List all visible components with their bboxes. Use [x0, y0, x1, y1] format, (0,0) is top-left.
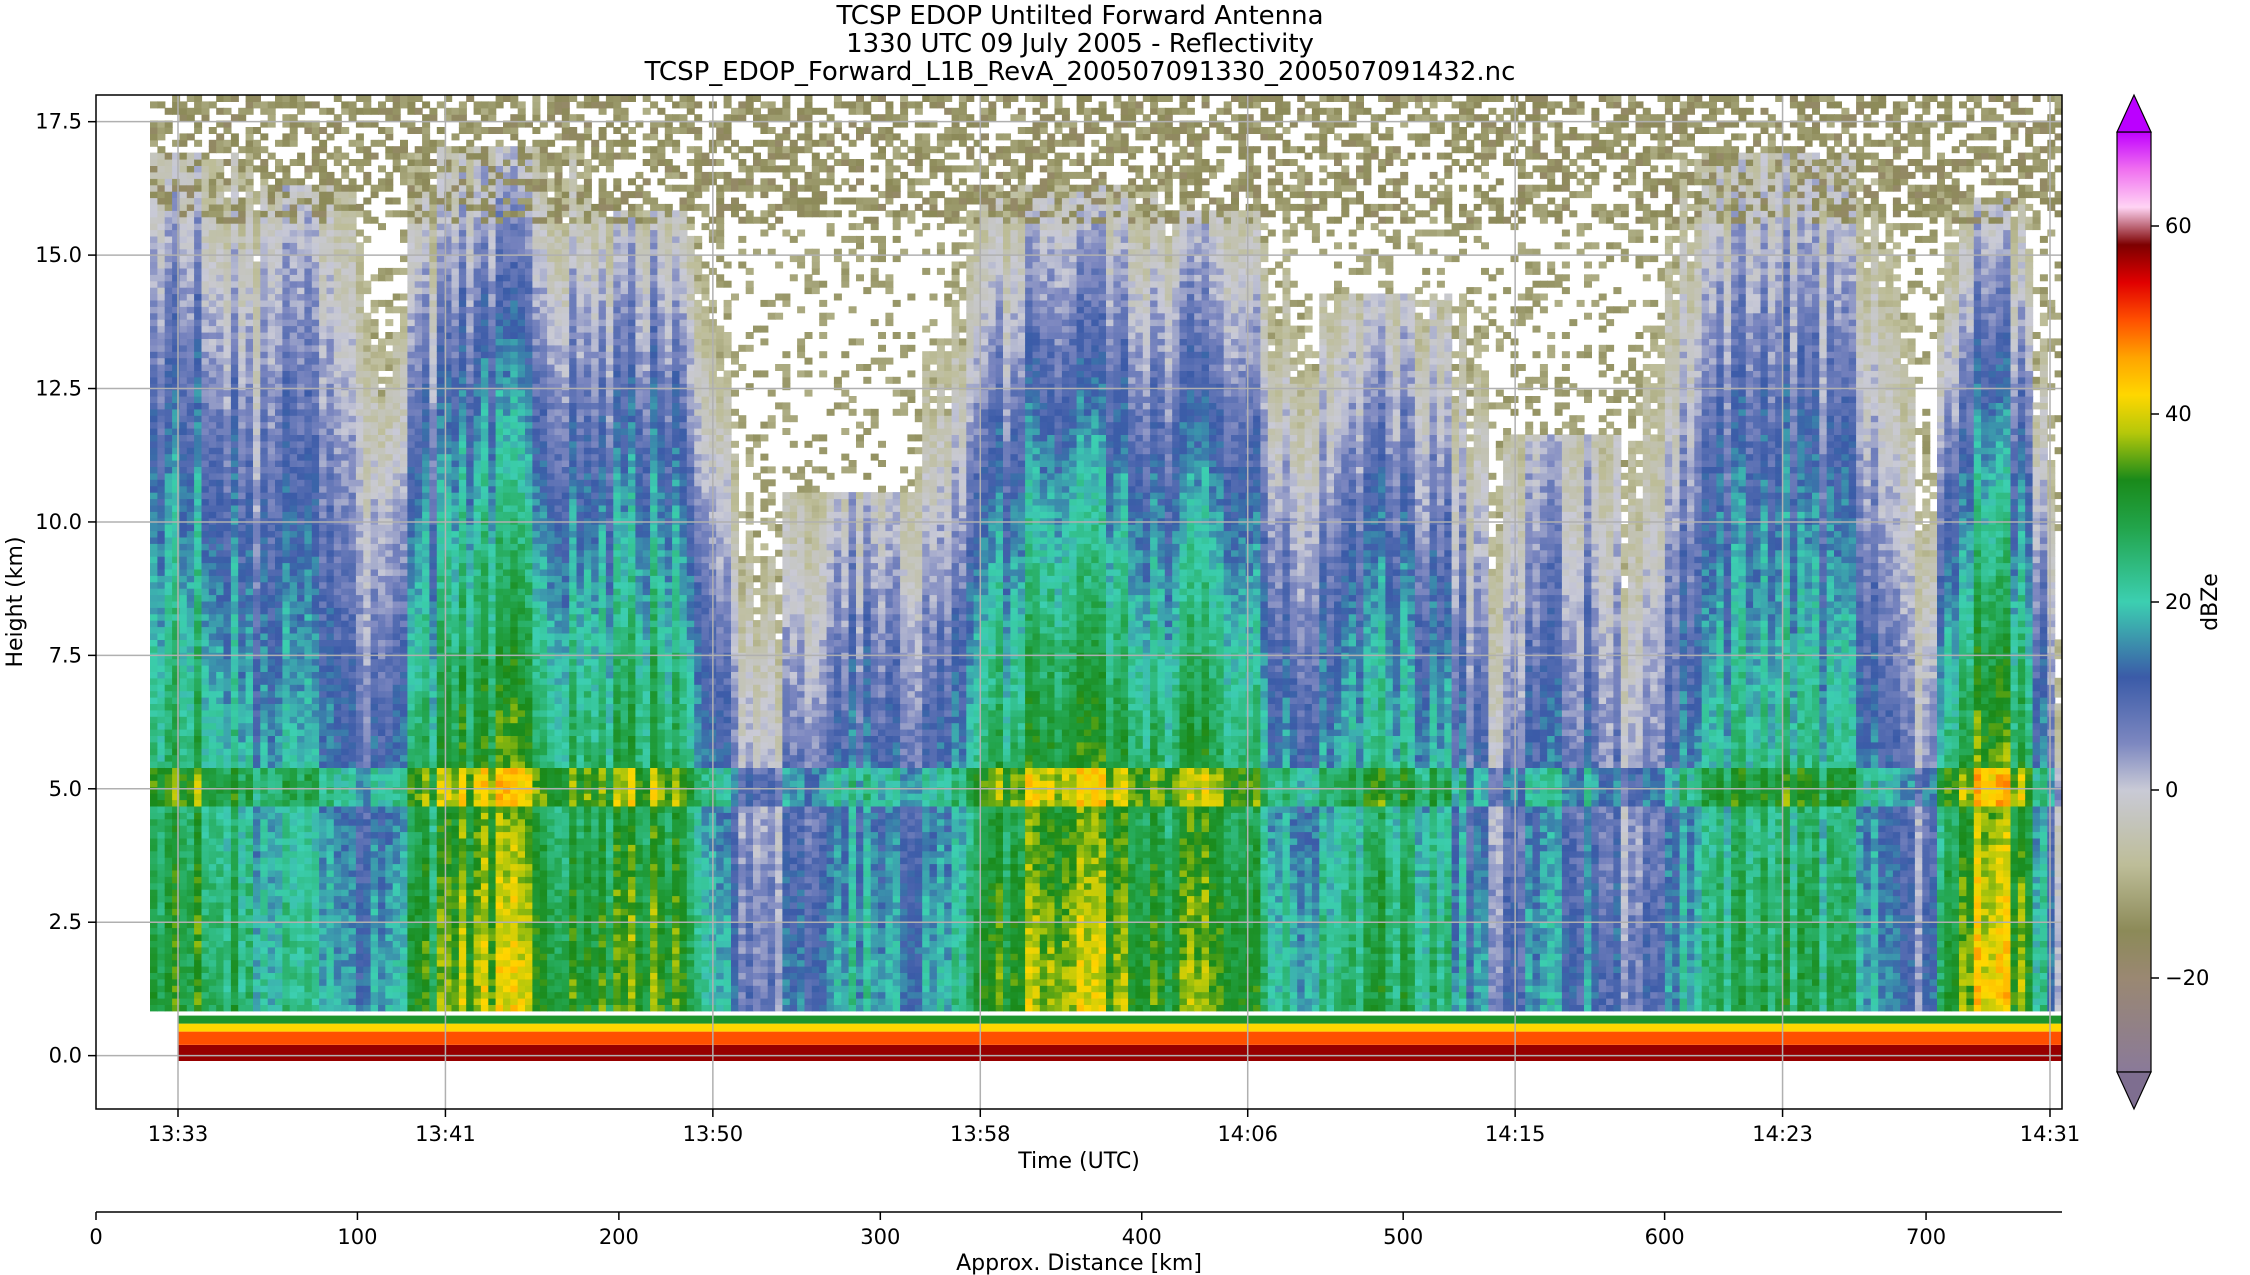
x-tick-label: 13:50 — [683, 1122, 744, 1146]
colorbar-tick-label: 20 — [2165, 590, 2192, 614]
distance-tick-label: 400 — [1122, 1225, 1162, 1249]
y-tick-label: 0.0 — [49, 1044, 82, 1068]
colorbar-tick-label: 60 — [2165, 214, 2192, 238]
reflectivity-heatmap — [150, 95, 2062, 1061]
grid-lines — [96, 95, 2062, 1109]
x-tick-label: 13:33 — [148, 1122, 209, 1146]
chart-title: TCSP EDOP Untilted Forward Antenna — [0, 2, 2160, 30]
y-axis-label: Height (km) — [3, 536, 28, 667]
x-tick-label: 14:23 — [1752, 1122, 1813, 1146]
y-tick-label: 15.0 — [35, 243, 82, 267]
colorbar-gradient — [2116, 131, 2152, 1073]
distance-tick-label: 200 — [599, 1225, 639, 1249]
y-tick-label: 5.0 — [49, 777, 82, 801]
distance-tick-label: 500 — [1383, 1225, 1423, 1249]
x-tick-label: 14:31 — [2020, 1122, 2081, 1146]
distance-axis-ticks: 0 100 200 300 400 500 600 700 — [89, 1212, 1946, 1249]
chart-filename: TCSP_EDOP_Forward_L1B_RevA_200507091330_… — [0, 58, 2160, 86]
distance-tick-label: 600 — [1645, 1225, 1685, 1249]
distance-tick-label: 700 — [1906, 1225, 1946, 1249]
distance-tick-label: 0 — [89, 1225, 102, 1249]
x-tick-label: 14:06 — [1217, 1122, 1278, 1146]
x-axis-label: Time (UTC) — [1017, 1149, 1140, 1174]
colorbar-label: dBZe — [2198, 573, 2223, 631]
colorbar-extend-low — [2116, 1071, 2152, 1111]
colorbar-tick-label: 40 — [2165, 402, 2192, 426]
distance-axis-label: Approx. Distance [km] — [956, 1251, 1202, 1275]
distance-tick-label: 300 — [860, 1225, 900, 1249]
y-tick-label: 17.5 — [35, 110, 82, 134]
plot-frame — [95, 94, 2063, 1110]
y-tick-label: 7.5 — [49, 643, 82, 667]
colorbar-extend-high — [2116, 93, 2152, 133]
y-tick-label: 10.0 — [35, 510, 82, 534]
x-tick-label: 13:41 — [415, 1122, 476, 1146]
x-axis-ticks: 13:33 13:41 13:50 13:58 14:06 14:15 14:23 14:31 — [148, 1109, 2081, 1146]
x-tick-label: 13:58 — [950, 1122, 1011, 1146]
colorbar: 60 40 20 0 −20 — [2116, 93, 2209, 1111]
distance-tick-label: 100 — [337, 1225, 377, 1249]
y-axis-ticks: 0.0 2.5 5.0 7.5 10.0 12.5 15.0 17.5 — [35, 110, 96, 1068]
y-tick-label: 12.5 — [35, 377, 82, 401]
colorbar-tick-label: −20 — [2165, 966, 2209, 990]
x-tick-label: 14:15 — [1485, 1122, 1546, 1146]
colorbar-tick-label: 0 — [2165, 778, 2178, 802]
y-tick-label: 2.5 — [49, 910, 82, 934]
chart-subtitle: 1330 UTC 09 July 2005 - Reflectivity — [0, 30, 2160, 58]
